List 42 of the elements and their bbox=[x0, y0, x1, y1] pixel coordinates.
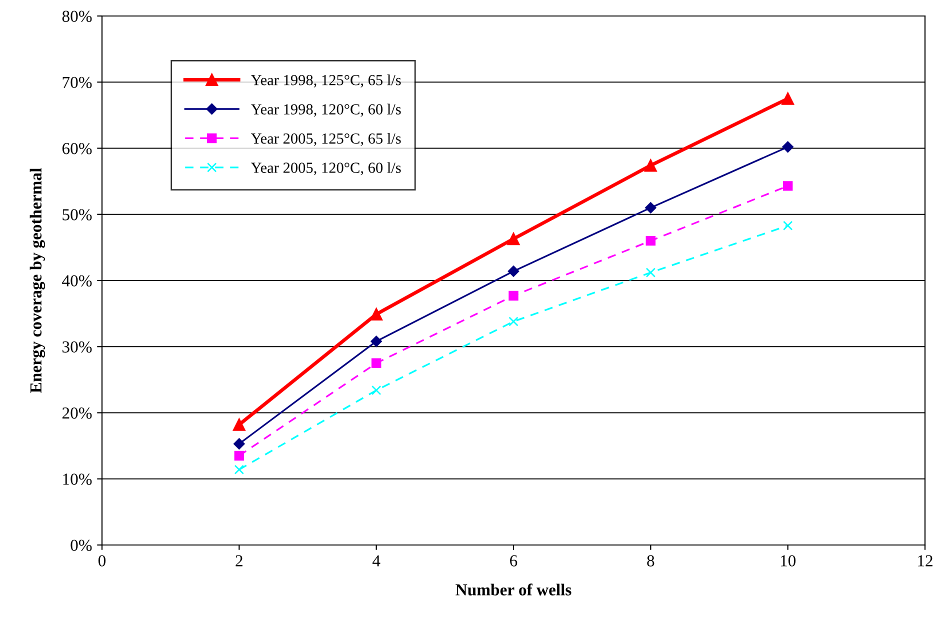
y-tick-label: 0% bbox=[70, 540, 92, 551]
x-tick-label: 8 bbox=[647, 555, 654, 566]
x-tick-label: 6 bbox=[510, 555, 518, 566]
x-tick-label: 4 bbox=[372, 555, 380, 566]
legend-label: Year 1998, 120°C, 60 l/s bbox=[250, 104, 401, 117]
point bbox=[782, 141, 794, 153]
y-axis-title: Energy coverage by geothermal bbox=[30, 168, 46, 393]
point bbox=[371, 358, 382, 368]
x-tick-label: 0 bbox=[98, 555, 106, 566]
point bbox=[370, 336, 382, 347]
x-tick-label: 10 bbox=[780, 555, 796, 566]
y-tick-label: 40% bbox=[62, 275, 92, 286]
point bbox=[234, 450, 244, 461]
x-axis-title: Number of wells bbox=[456, 584, 572, 596]
point bbox=[508, 266, 520, 277]
point bbox=[782, 220, 793, 230]
y-tick-label: 50% bbox=[62, 209, 92, 220]
x-tick-label: 2 bbox=[236, 555, 242, 566]
point bbox=[371, 385, 382, 396]
point bbox=[234, 464, 244, 474]
point bbox=[508, 290, 518, 301]
point bbox=[507, 232, 520, 246]
point bbox=[645, 202, 656, 214]
point bbox=[232, 418, 246, 431]
y-tick-label: 70% bbox=[62, 76, 92, 88]
point bbox=[370, 308, 383, 320]
y-tick-label: 10% bbox=[63, 474, 92, 485]
point bbox=[782, 181, 793, 191]
point bbox=[782, 92, 794, 105]
x-tick-label: 12 bbox=[918, 555, 932, 566]
y-tick-label: 20% bbox=[62, 407, 92, 419]
y-tick-label: 60% bbox=[62, 142, 92, 154]
point bbox=[234, 438, 245, 450]
y-tick-label: 30% bbox=[62, 341, 92, 353]
y-tick-label: 80% bbox=[62, 10, 92, 22]
point bbox=[646, 236, 656, 246]
legend-label: Year 1998, 125°C, 65 l/s bbox=[250, 74, 401, 88]
legend-label: Year 2005, 120°C, 60 l/s bbox=[250, 162, 401, 176]
point bbox=[646, 268, 656, 278]
point bbox=[644, 159, 657, 172]
point bbox=[508, 316, 518, 326]
legend-label: Year 2005, 125°C, 65 l/s bbox=[250, 132, 401, 146]
